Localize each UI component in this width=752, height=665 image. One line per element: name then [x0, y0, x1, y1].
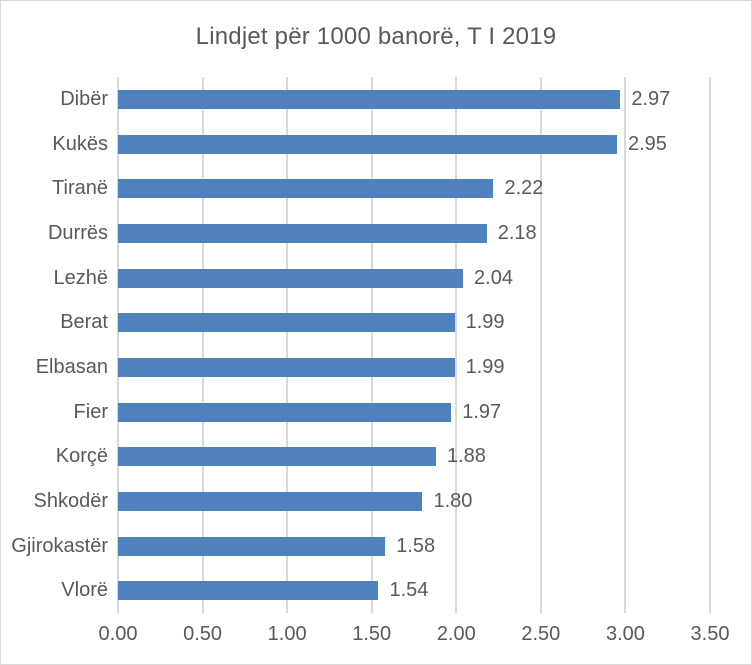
bar-row: Elbasan 1.99	[36, 345, 710, 390]
category-label: Fier	[73, 400, 108, 423]
category-label: Lezhë	[53, 266, 109, 289]
category-label: Tiranë	[52, 177, 108, 200]
bar-row: Tiranë 2.22	[52, 166, 710, 211]
category-label: Kukës	[52, 132, 108, 155]
bar	[118, 223, 487, 243]
chart-title: Lindjet për 1000 banorë, T I 2019	[195, 23, 557, 50]
category-label: Gjirokastër	[11, 534, 108, 557]
bar	[118, 89, 621, 109]
bar	[118, 134, 617, 154]
bar-row: Korçë 1.88	[56, 434, 710, 479]
x-axis-tick-label: 3.50	[690, 623, 730, 645]
bar-value-label: 2.22	[504, 177, 544, 200]
bar-row: Durrës 2.18	[48, 211, 710, 256]
category-label: Korçë	[55, 445, 108, 468]
bar-row: Lezhë 2.04	[54, 256, 710, 301]
bar-value-label: 2.04	[474, 266, 513, 289]
category-label: Durrës	[47, 221, 108, 244]
bar-value-label: 1.99	[465, 355, 505, 378]
x-axis-tick-label: 0.00	[98, 623, 138, 645]
category-label: Elbasan	[35, 355, 108, 378]
gridline	[709, 77, 711, 613]
bar-row: Gjirokastër 1.58	[11, 524, 710, 569]
x-axis-tick-label: 0.50	[183, 623, 223, 645]
bar-row: Kukës 2.95	[52, 122, 710, 167]
bar	[118, 179, 494, 199]
gridline	[286, 77, 289, 613]
bar	[118, 447, 436, 467]
plot-area: Dibër 2.97 Kukës 2.95 Tiranë 2.22 Durrës 2.18 Le…	[11, 77, 729, 645]
bar-value-label: 1.80	[433, 489, 473, 512]
y-axis-line	[117, 77, 119, 613]
category-label: Dibër	[60, 87, 108, 110]
x-axis-tick-label: 3.00	[605, 623, 645, 645]
gridline	[370, 77, 373, 613]
bar	[118, 268, 464, 288]
bar-row: Dibër 2.97	[60, 77, 710, 122]
bar-value-label: 1.99	[465, 311, 505, 334]
category-label: Vlorë	[61, 579, 108, 602]
bar-value-label: 1.88	[446, 445, 486, 468]
bar-row: Fier 1.97	[74, 390, 710, 435]
bar-value-label: 1.97	[462, 400, 502, 423]
bar	[118, 313, 455, 333]
bar-row: Berat 1.99	[60, 300, 710, 345]
bars-group: Dibër 2.97 Kukës 2.95 Tiranë 2.22 Durrës 2.18 Le…	[11, 77, 710, 613]
bar-row: Vlorë 1.54	[61, 568, 710, 613]
bar	[118, 581, 379, 601]
bar	[118, 536, 386, 556]
gridline	[624, 77, 627, 613]
x-axis-tick-label: 1.50	[352, 623, 392, 645]
x-axis: 0.00 0.50 1.00 1.50 2.00 2.50 3.00 3.50	[99, 623, 730, 647]
x-axis-tick-label: 2.50	[521, 623, 561, 645]
gridline	[201, 77, 204, 613]
bar	[118, 402, 452, 422]
bar-value-label: 2.18	[497, 221, 537, 244]
bar-value-label: 2.95	[627, 132, 667, 155]
category-label: Shkodër	[33, 489, 109, 512]
gridline	[539, 77, 542, 613]
bar-row: Shkodër 1.80	[34, 479, 710, 524]
bar	[118, 357, 455, 377]
bar-value-label: 1.54	[389, 579, 429, 602]
bar-value-label: 1.58	[396, 534, 436, 557]
category-label: Berat	[60, 311, 108, 334]
bar-value-label: 2.97	[631, 87, 671, 110]
x-axis-tick-label: 1.00	[267, 623, 307, 645]
x-axis-tick-label: 2.00	[436, 623, 476, 645]
bar	[118, 491, 423, 511]
gridline	[455, 77, 458, 613]
